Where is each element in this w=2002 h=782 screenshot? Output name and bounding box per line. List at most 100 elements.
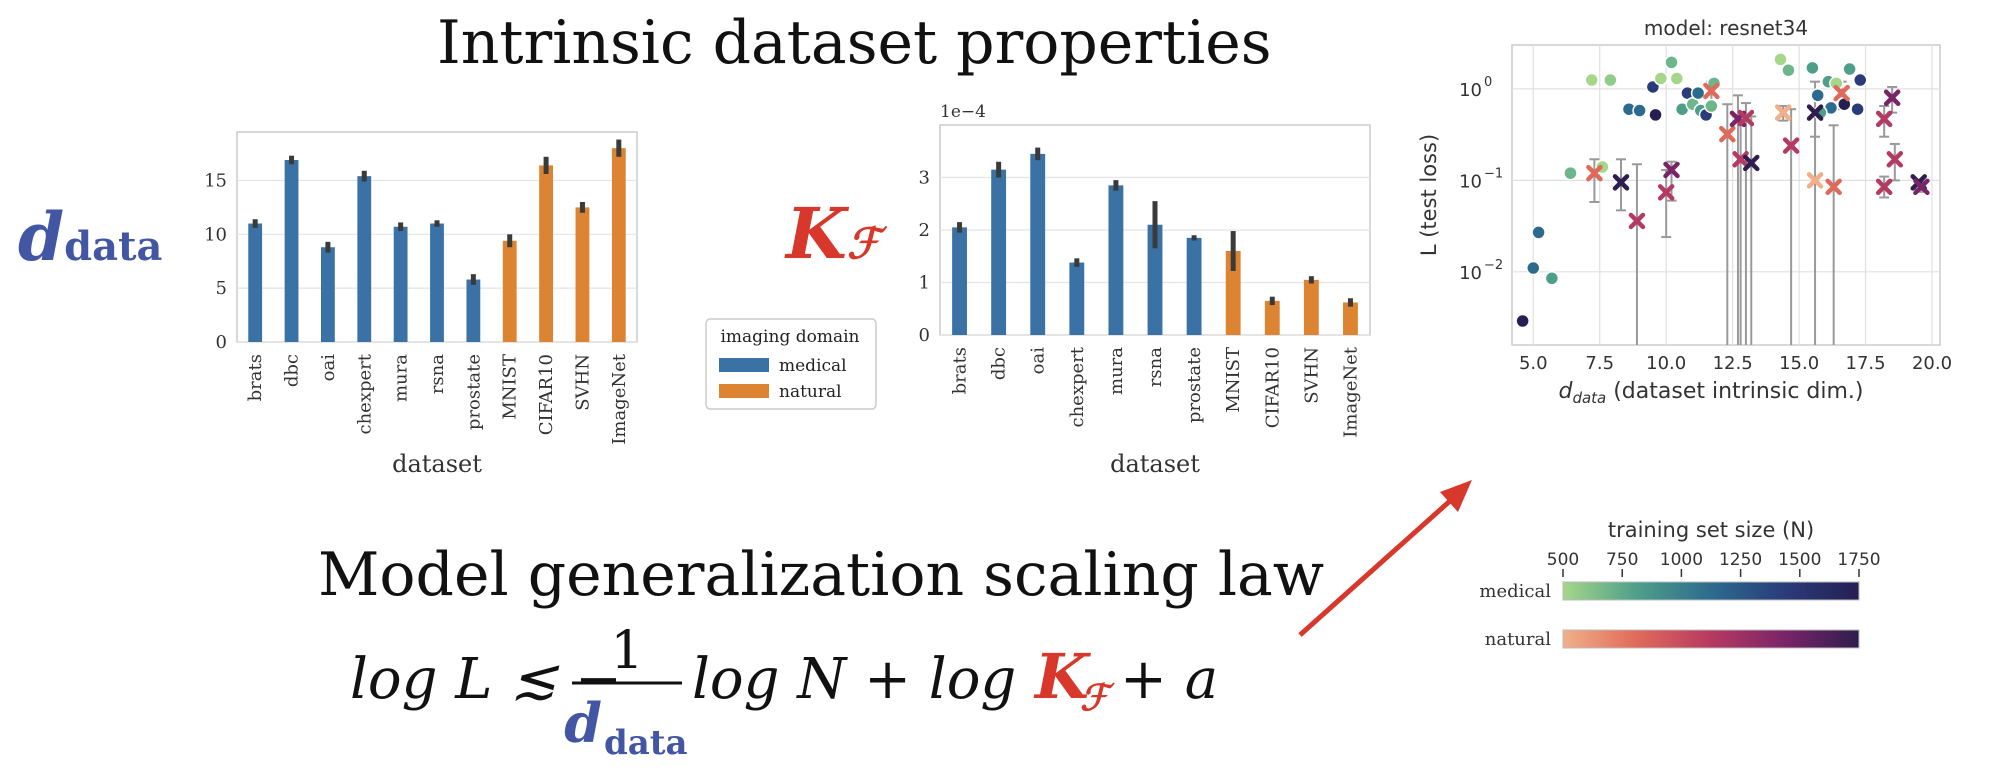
y-tick-label: 10 — [204, 224, 227, 245]
ddata-subscript: data — [64, 223, 163, 270]
colorbar-row-label: natural — [1485, 629, 1551, 650]
colorbar-tick-label: 1500 — [1778, 550, 1821, 570]
natural-point — [1663, 161, 1680, 179]
marker-stroke — [1782, 137, 1800, 154]
natural-point — [1782, 137, 1800, 154]
bar — [466, 279, 481, 342]
natural-point — [1586, 164, 1603, 182]
marker-stroke — [1743, 154, 1760, 172]
medical-point — [1805, 60, 1820, 76]
bar — [1069, 262, 1085, 335]
x-tick-label: 15.0 — [1779, 353, 1819, 374]
marker-stroke — [1612, 174, 1630, 191]
x-tick-label: 20.0 — [1912, 353, 1952, 374]
colorbar-title: training set size (N) — [1608, 518, 1814, 542]
plot-frame — [1511, 44, 1941, 346]
x-tick-label: oai — [318, 354, 339, 382]
arrow-graphic — [1298, 480, 1472, 637]
colorbar-tick-label: 1000 — [1660, 550, 1703, 570]
marker-stroke — [1719, 125, 1736, 143]
x-tick-label: prostate — [1184, 347, 1205, 423]
medical-point — [1842, 61, 1857, 77]
marker-stroke — [1806, 104, 1824, 121]
natural-point — [1913, 178, 1930, 196]
natural-point — [1806, 172, 1824, 189]
marker-stroke — [1657, 184, 1675, 201]
medical-point — [1632, 103, 1647, 118]
x-tick-label: 7.5 — [1585, 353, 1614, 374]
bar — [991, 169, 1007, 335]
x-tick-label: brats — [950, 347, 971, 394]
x-tick-label: chexpert — [1067, 346, 1088, 427]
medical-point — [1648, 107, 1663, 123]
bar — [575, 207, 590, 342]
colorbar-tick-label: 1250 — [1719, 550, 1762, 570]
formula-denominator-sub: data — [604, 723, 688, 763]
medical-point — [1704, 98, 1719, 114]
natural-point — [1806, 104, 1824, 121]
x-tick-label: rsna — [427, 354, 448, 394]
legend-title: imaging domain — [720, 327, 859, 347]
y-tick-exponent: −2 — [1484, 258, 1503, 273]
natural-point — [1875, 110, 1893, 128]
x-tick-label: CIFAR10 — [536, 354, 557, 435]
arrow-shaft — [1298, 490, 1462, 637]
natural-point — [1719, 125, 1736, 143]
bottom-heading: Model generalization scaling law — [318, 540, 1325, 610]
medical-point — [1563, 165, 1578, 181]
y-tick-label: 0 — [216, 332, 227, 353]
formula-part2: log N + log — [692, 647, 1016, 712]
y-tick-label: 5 — [216, 278, 227, 299]
x-tick-label: CIFAR10 — [1262, 347, 1283, 428]
bar — [1108, 185, 1124, 335]
bar — [248, 223, 263, 342]
natural-point — [1743, 154, 1760, 172]
natural-point — [1737, 109, 1755, 127]
colorbar-tick-label: 1750 — [1837, 550, 1880, 570]
bar — [611, 148, 626, 342]
marker-stroke — [1663, 161, 1680, 179]
x-tick-label: 5.0 — [1519, 353, 1548, 374]
x-tick-label: ImageNet — [1340, 346, 1361, 437]
marker-stroke — [1703, 82, 1720, 100]
natural-point — [1612, 174, 1630, 191]
formula-numerator: 1 — [610, 621, 643, 681]
marker-stroke — [1628, 212, 1646, 230]
formula-kf-sub: ℱ — [1080, 677, 1115, 719]
marker-stroke — [1886, 151, 1904, 168]
y-tick-label: 10 — [1459, 263, 1482, 284]
formula-kf-main: K — [1033, 640, 1091, 713]
colorbar-natural — [1562, 629, 1860, 649]
medical-point — [1584, 72, 1600, 88]
scale-label: 1e−4 — [940, 102, 986, 122]
top-heading: Intrinsic dataset properties — [437, 8, 1272, 78]
medical-point — [1531, 225, 1546, 240]
formula-part3: + a — [1120, 647, 1218, 712]
natural-point — [1883, 89, 1901, 107]
legend-swatch-medical — [719, 358, 769, 372]
y-tick-exponent: −1 — [1484, 166, 1503, 181]
kf-subscript: ℱ — [846, 219, 880, 268]
ddata-bar-chart: 0 5 10 15 brats dbc oai chexpert mura rsna prostat… — [204, 131, 638, 478]
formula-denominator-main: d — [564, 691, 602, 755]
bar — [1225, 251, 1241, 335]
bar — [430, 223, 444, 342]
x-axis-label: dataset — [1110, 450, 1200, 478]
kf-bar-chart: 0 1 2 3 brats dbc oai chexpert mura rsna prostate M… — [919, 102, 1371, 478]
bar — [1264, 300, 1280, 335]
bar — [539, 165, 553, 342]
y-tick-label: 15 — [204, 170, 227, 191]
kf-main: K — [786, 192, 847, 275]
bar — [1030, 153, 1046, 335]
natural-point — [1833, 84, 1850, 102]
medical-point — [1526, 260, 1541, 276]
medical-point — [1690, 85, 1706, 101]
legend-label-medical: medical — [779, 356, 847, 376]
x-tick-label: MNIST — [500, 354, 521, 420]
medical-point — [1773, 52, 1788, 67]
x-tick-label: 12.5 — [1713, 353, 1753, 374]
x-tick-label: oai — [1028, 347, 1049, 375]
x-tick-label: mura — [1106, 347, 1127, 395]
marker-stroke — [1806, 172, 1824, 189]
bar — [1147, 224, 1163, 335]
